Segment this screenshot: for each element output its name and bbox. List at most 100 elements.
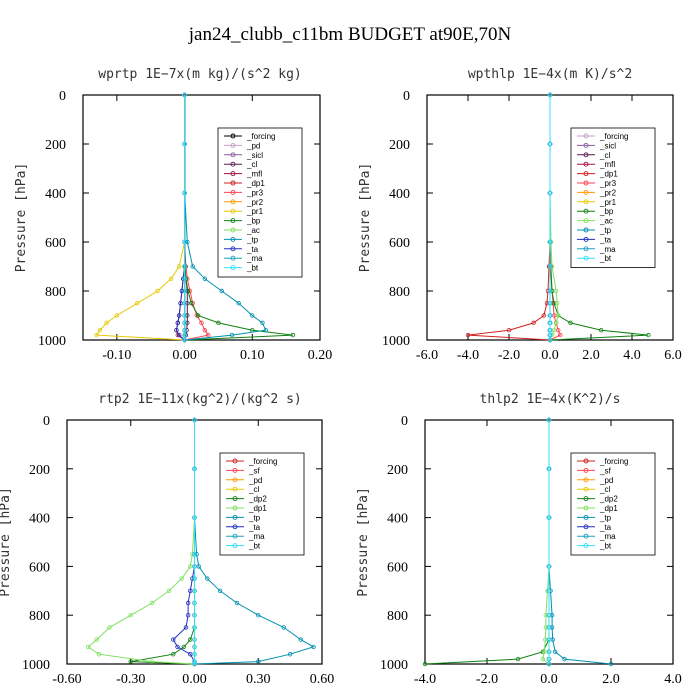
y-tick-label: 800 [389,285,410,300]
y-tick-label: 1000 [22,658,50,673]
chart-title: wprtp 1E−7x(m kg)/(s^2 kg) [98,67,302,82]
y-axis-label: Pressure [hPa] [356,487,371,597]
legend-marker [230,218,236,224]
data-point [192,576,197,581]
data-point [171,637,176,642]
legend-label: _cl [599,485,610,494]
legend-marker [230,208,236,214]
legend-label: _pr2 [599,188,617,197]
data-point [544,301,550,306]
data-point [134,301,140,306]
y-tick-label: 200 [389,138,410,153]
y-axis-label: Pressure [hPa] [0,487,13,597]
y-tick-label: 600 [389,236,410,251]
data-point [192,644,197,650]
data-point [202,328,208,333]
data-point [547,320,553,326]
data-point [192,600,197,606]
legend-box [570,127,656,269]
data-point [190,264,195,269]
legend-label: _pr3 [246,188,264,197]
legend-marker [583,133,589,139]
data-point [168,276,174,281]
x-tick-label: 0.20 [308,348,333,363]
data-point [94,637,99,642]
data-point [192,564,197,569]
legend-marker [232,524,238,530]
data-point [205,576,210,581]
data-point [182,264,187,269]
y-tick-label: 0 [43,414,50,429]
data-point [181,644,187,650]
data-point [546,515,552,520]
data-point [182,332,187,338]
chart-panel: rtp2 1E−11x(kg^2)/(kg^2 s) Pressure [hPa]… [0,392,334,687]
y-tick-label: 600 [45,236,66,251]
data-point [182,313,187,318]
legend-marker [230,189,236,195]
data-point [556,313,561,318]
data-point [540,656,545,662]
data-point [176,264,182,269]
data-point [114,313,120,318]
legend-marker [232,477,238,483]
legend-label: _dp1 [599,170,618,179]
data-point [543,625,549,630]
data-point [196,564,201,569]
data-point [189,301,194,306]
x-tick-label: 2.0 [582,348,600,363]
figure-title: jan24_clubb_c11bm BUDGET at90E,70N [188,24,512,45]
legend-marker [583,524,589,530]
data-point [547,301,553,306]
y-tick-label: 400 [387,512,408,527]
legend-marker [232,467,238,473]
legend-label: _ma [248,532,265,541]
chart-panel: thlp2 1E−4x(K^2)/s Pressure [hPa] 0 200 400 6… [356,392,682,687]
data-point [547,190,553,196]
legend-marker [583,496,589,502]
legend-label: _forcing [599,457,628,466]
x-tick-label: 0.60 [310,672,335,687]
data-point [549,613,555,618]
y-tick-label: 600 [29,560,50,575]
x-tick-label: -2.0 [498,348,520,363]
x-tick-label: -0.10 [102,348,131,363]
data-point [646,332,651,338]
data-point [202,276,208,281]
legend-marker [232,514,238,520]
legend-label: _bt [248,542,261,551]
data-point [229,332,235,338]
legend-marker [583,543,589,549]
legend-marker [232,543,238,549]
legend-label: _bp [246,217,261,226]
data-point [174,328,179,333]
legend-label: _pr1 [246,207,264,216]
legend-label: _forcing [248,457,277,466]
data-point [188,564,193,569]
legend-label: _ma [246,254,263,263]
legend-marker [230,180,236,186]
legend-label: _ma [599,245,616,254]
chart-panel: wpthlp 1E−4x(m K)/s^2 Pressure [hPa] 0 200 4… [358,67,682,363]
legend-marker [583,246,589,252]
legend-label: _sicl [599,141,616,150]
data-point [128,613,133,618]
data-point [546,417,552,423]
data-point [182,320,187,326]
data-point [176,332,182,338]
legend-marker [583,533,589,539]
data-point [547,313,553,318]
y-tick-label: 400 [389,187,410,202]
legend-marker [230,161,236,167]
legend-marker [232,496,238,502]
data-point [568,320,573,326]
legend-marker [583,477,589,483]
data-point [556,328,561,333]
x-tick-label: -4.0 [457,348,479,363]
x-tick-label: 0.0 [541,348,559,363]
data-point [290,332,296,338]
legend-marker [583,236,589,242]
legend-marker [230,236,236,242]
data-point [155,288,160,294]
data-point [182,328,187,333]
